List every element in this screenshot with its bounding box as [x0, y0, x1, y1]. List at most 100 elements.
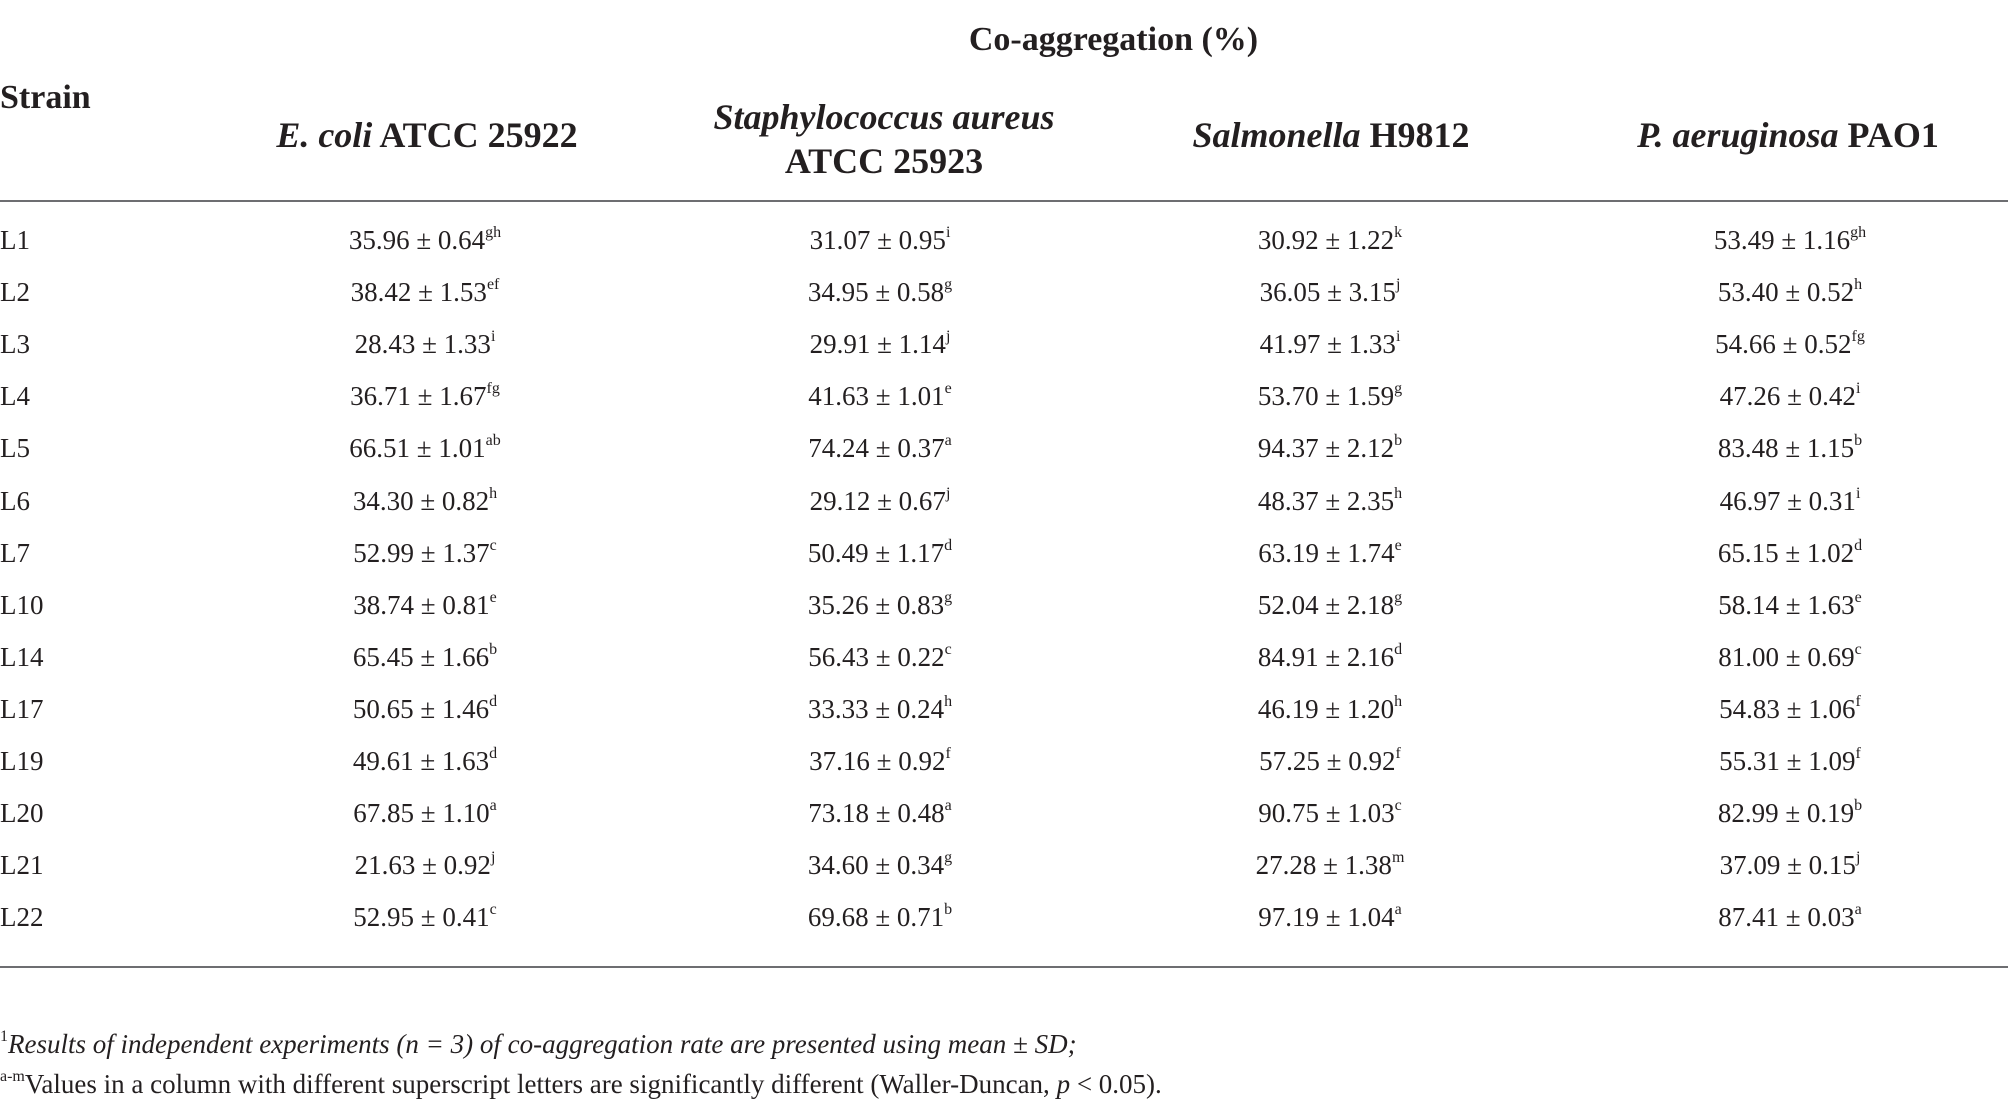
strain-cell: L6 — [0, 485, 30, 516]
value-cell-ecoli: 52.95 ± 0.41c — [225, 891, 625, 943]
value-cell-salmonella: 46.19 ± 1.20h — [1130, 683, 1530, 735]
value-text: 41.97 ± 1.33 — [1259, 329, 1396, 360]
value-cell-ecoli: 38.74 ± 0.81e — [225, 579, 625, 631]
significance-letters: d — [489, 692, 498, 710]
significance-letters: g — [944, 849, 953, 867]
value-cell-salmonella: 84.91 ± 2.16d — [1130, 631, 1530, 683]
significance-letters: g — [1394, 588, 1403, 606]
value-cell-salmonella: 36.05 ± 3.15j — [1130, 266, 1530, 318]
footnote-2: a-mValues in a column with different sup… — [0, 1066, 1162, 1102]
table-row: L19 49.61 ± 1.63d 37.16 ± 0.92f 57.25 ± 0.9… — [0, 735, 2008, 787]
strain-cell: L5 — [0, 433, 30, 464]
value-cell-salmonella: 41.97 ± 1.33i — [1130, 318, 1530, 370]
value-cell-ecoli: 34.30 ± 0.82h — [225, 475, 625, 527]
value-text: 38.74 ± 0.81 — [353, 589, 490, 620]
value-text: 29.12 ± 0.67 — [809, 485, 946, 516]
value-cell-salmonella: 63.19 ± 1.74e — [1130, 527, 1530, 579]
significance-letters: i — [490, 328, 496, 346]
column-header-ecoli: E. coli ATCC 25922 — [197, 113, 657, 157]
significance-letters: a — [944, 797, 952, 815]
value-cell-saureus: 29.91 ± 1.14j — [680, 318, 1080, 370]
significance-letters: ab — [485, 432, 501, 450]
table-row: L1 35.96 ± 0.64gh 31.07 ± 0.95i 30.92 ± 1.2… — [0, 214, 2008, 266]
value-text: 63.19 ± 1.74 — [1258, 537, 1395, 568]
value-text: 55.31 ± 1.09 — [1719, 746, 1856, 776]
significance-letters: i — [1855, 484, 1861, 502]
value-text: 67.85 ± 1.10 — [353, 798, 490, 829]
value-cell-paeruginosa: 55.31 ± 1.09f — [1590, 735, 1990, 787]
value-text: 50.49 ± 1.17 — [807, 537, 945, 568]
value-cell-salmonella: 97.19 ± 1.04a — [1130, 891, 1530, 943]
value-text: 56.43 ± 0.22 — [808, 641, 945, 672]
significance-letters: e — [489, 588, 497, 606]
significance-letters: c — [1394, 797, 1402, 815]
value-cell-paeruginosa: 53.40 ± 0.52h — [1590, 266, 1990, 318]
value-text: 97.19 ± 1.04 — [1258, 902, 1395, 933]
significance-letters: b — [1394, 432, 1403, 450]
footnote-2-text-after: < 0.05). — [1070, 1069, 1162, 1099]
value-text: 65.15 ± 1.02 — [1717, 537, 1855, 568]
significance-letters: j — [1855, 849, 1861, 867]
value-cell-salmonella: 53.70 ± 1.59g — [1130, 370, 1530, 422]
significance-letters: c — [1854, 640, 1862, 658]
value-cell-paeruginosa: 53.49 ± 1.16gh — [1590, 214, 1990, 266]
significance-letters: fg — [486, 380, 500, 398]
strain-cell: L10 — [0, 589, 44, 620]
value-cell-ecoli: 49.61 ± 1.63d — [225, 735, 625, 787]
table-row: L3 28.43 ± 1.33i 29.91 ± 1.14j 41.97 ± 1.33… — [0, 318, 2008, 370]
strain-cell: L17 — [0, 693, 44, 724]
significance-letters: e — [1854, 588, 1862, 606]
value-text: 53.70 ± 1.59 — [1257, 381, 1395, 412]
table-row: L7 52.99 ± 1.37c 50.49 ± 1.17d 63.19 ± 1.74… — [0, 527, 2008, 579]
strain-cell: L4 — [0, 381, 30, 412]
column-header-saureus: Staphylococcus aureus ATCC 25923 — [654, 95, 1114, 183]
value-cell-saureus: 41.63 ± 1.01e — [680, 370, 1080, 422]
table-row: L6 34.30 ± 0.82h 29.12 ± 0.67j 48.37 ± 2.35… — [0, 475, 2008, 527]
value-text: 34.95 ± 0.58 — [807, 277, 945, 308]
value-cell-paeruginosa: 47.26 ± 0.42i — [1590, 370, 1990, 422]
value-cell-saureus: 31.07 ± 0.95i — [680, 214, 1080, 266]
table-row: L4 36.71 ± 1.67fg 41.63 ± 1.01e 53.70 ± 1.5… — [0, 370, 2008, 422]
footnote-1-text: Results of independent experiments (n = … — [8, 1029, 1077, 1059]
group-header: Co-aggregation (%) — [968, 21, 1259, 58]
column-header-salmonella: Salmonella H9812 — [1101, 113, 1561, 157]
significance-letters: b — [489, 640, 498, 658]
significance-letters: b — [944, 901, 953, 919]
value-cell-saureus: 50.49 ± 1.17d — [680, 527, 1080, 579]
significance-letters: c — [489, 901, 497, 919]
significance-letters: f — [1395, 745, 1401, 762]
column-header-salmonella-rest: H9812 — [1360, 115, 1470, 155]
significance-letters: gh — [1850, 224, 1867, 241]
significance-letters: k — [1394, 224, 1403, 241]
footnote-1-marker: 1 — [0, 1028, 8, 1045]
value-text: 52.95 ± 0.41 — [353, 902, 490, 933]
column-header-saureus-line2: ATCC 25923 — [784, 141, 984, 181]
value-cell-saureus: 34.60 ± 0.34g — [680, 839, 1080, 891]
strain-cell: L14 — [0, 641, 44, 672]
table-row: L14 65.45 ± 1.66b 56.43 ± 0.22c 84.91 ± 2.1… — [0, 631, 2008, 683]
strain-cell: L7 — [0, 537, 30, 568]
value-cell-paeruginosa: 81.00 ± 0.69c — [1590, 631, 1990, 683]
significance-letters: d — [1854, 536, 1863, 554]
significance-letters: j — [1395, 276, 1401, 294]
column-header-ecoli-italic: E. coli — [276, 115, 373, 155]
value-cell-paeruginosa: 46.97 ± 0.31i — [1590, 475, 1990, 527]
value-text: 33.33 ± 0.24 — [807, 693, 945, 724]
footnote-1: 1Results of independent experiments (n =… — [0, 1026, 1077, 1062]
strain-cell: L1 — [0, 225, 30, 255]
strain-cell: L20 — [0, 798, 44, 829]
significance-letters: j — [490, 849, 496, 867]
significance-letters: h — [1394, 692, 1403, 710]
value-cell-ecoli: 38.42 ± 1.53ef — [225, 266, 625, 318]
significance-letters: a — [944, 432, 952, 450]
significance-letters: d — [944, 536, 953, 554]
value-text: 41.63 ± 1.01 — [808, 381, 945, 412]
significance-letters: c — [489, 536, 497, 554]
significance-letters: a — [1854, 901, 1862, 919]
value-cell-ecoli: 50.65 ± 1.46d — [225, 683, 625, 735]
value-cell-saureus: 73.18 ± 0.48a — [680, 787, 1080, 839]
value-text: 52.99 ± 1.37 — [353, 537, 490, 568]
significance-letters: j — [945, 328, 951, 346]
value-cell-paeruginosa: 82.99 ± 0.19b — [1590, 787, 1990, 839]
value-cell-salmonella: 27.28 ± 1.38m — [1130, 839, 1530, 891]
